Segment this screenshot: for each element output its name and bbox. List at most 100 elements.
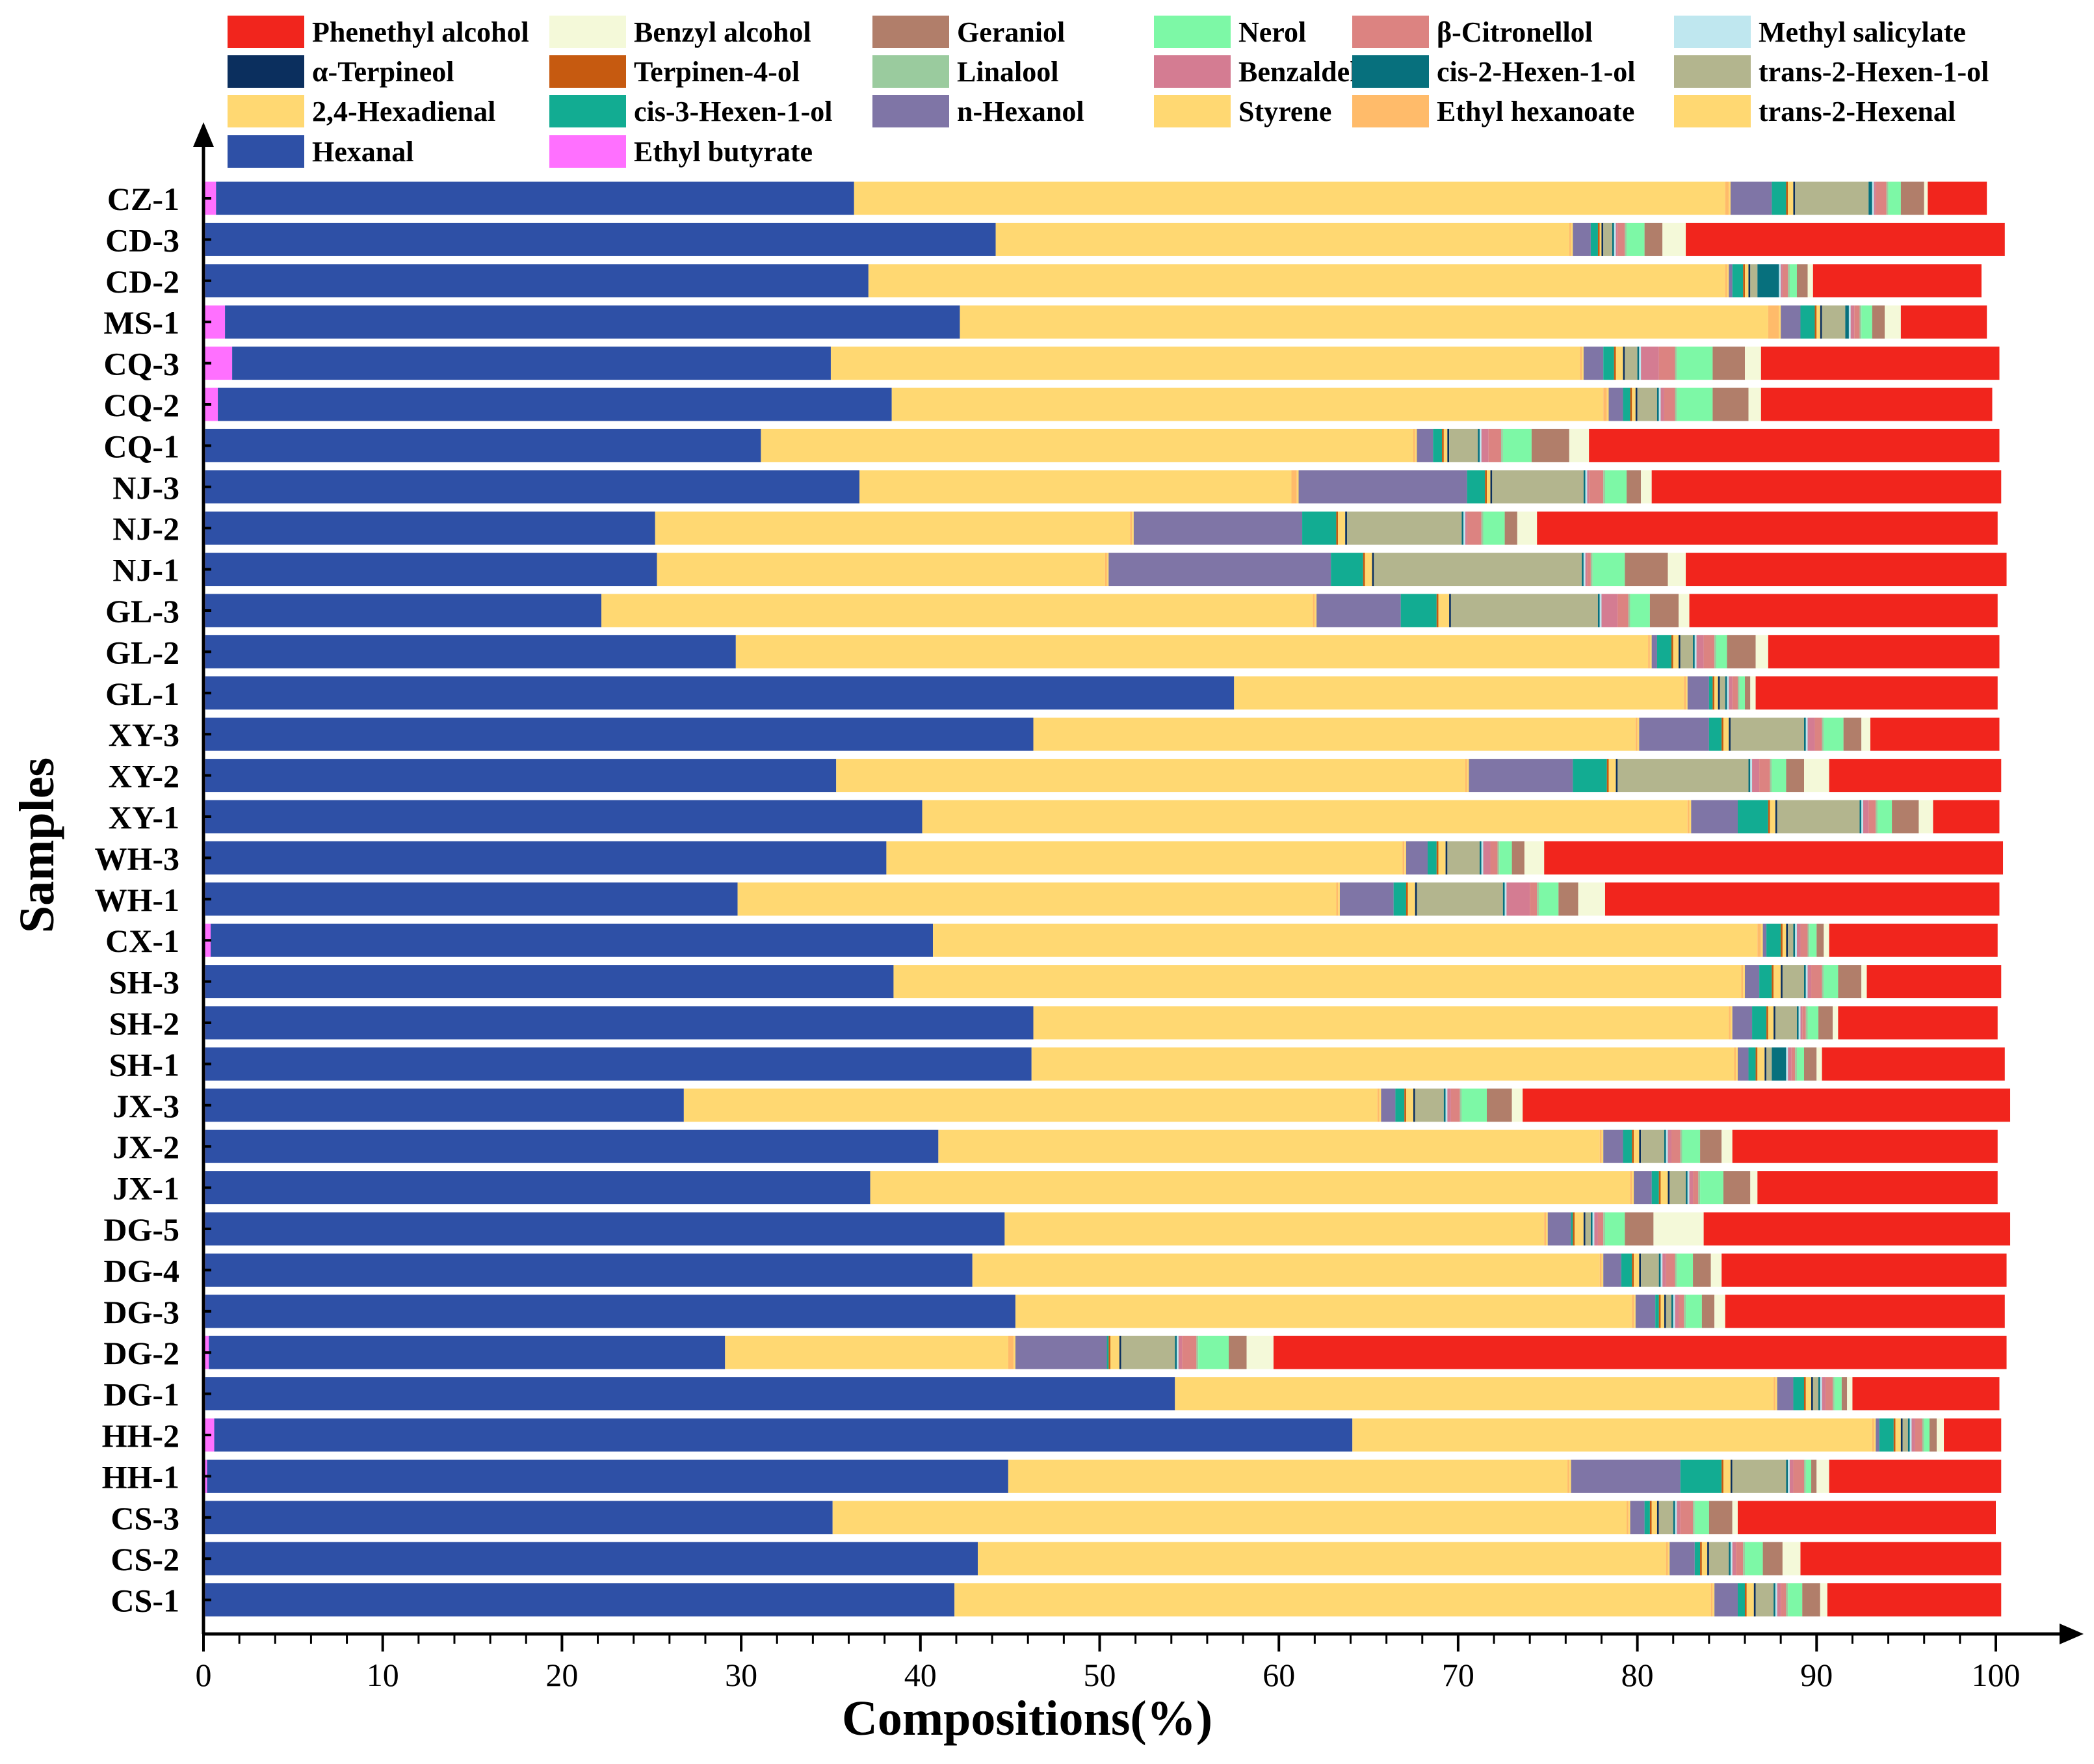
bar-cd-3-n-hexanol: [1573, 222, 1591, 256]
bar-jx-1-nerol: [1700, 1171, 1723, 1205]
bar-hh-2-geraniol: [1929, 1418, 1937, 1452]
legend-swatch: [1674, 55, 1751, 88]
bar-cs-2-2-4-hexadienal: [1701, 1542, 1708, 1575]
bar-ms-1-phenethyl-alcohol: [1900, 305, 1987, 339]
bar-jx-2-ethyl-hexanoate: [1599, 1129, 1602, 1163]
bar-hh-1-benzaldehyde: [1789, 1459, 1794, 1493]
bar-cd-3-2-4-hexadienal: [1599, 222, 1602, 256]
bar-sh-1-cis-2-hexen-1-ol: [1772, 1047, 1786, 1081]
y-tick-label: JX-1: [112, 1170, 179, 1207]
bar-xy-3-citronellol: [1814, 717, 1822, 751]
bar-cz-1-benzaldehyde: [1874, 181, 1876, 215]
bar-hh-2-benzaldehyde: [1911, 1418, 1915, 1452]
bar-xy-2-geraniol: [1786, 759, 1804, 793]
bar-wh-1-linalool: [1537, 882, 1539, 916]
bar-cz-1-methyl-salicylate: [1872, 181, 1874, 215]
bar-sh-2-phenethyl-alcohol: [1838, 1006, 1998, 1040]
bar-jx-2-hexanal: [205, 1129, 939, 1163]
bar-dg-2-citronellol: [1182, 1336, 1197, 1369]
bar-jx-3-ethyl-hexanoate: [1377, 1088, 1380, 1122]
bar-cx-1-citronellol: [1800, 923, 1808, 957]
bar-sh-3-2-4-hexadienal: [1773, 965, 1781, 999]
bar-dg-5-n-hexanol: [1547, 1212, 1571, 1246]
bar-nj-3-n-hexanol: [1298, 470, 1467, 504]
x-tick-label: 60: [1263, 1657, 1295, 1693]
y-tick-label: GL-1: [105, 676, 179, 712]
bar-xy-2-hexanal: [205, 759, 837, 793]
bar-cx-1-phenethyl-alcohol: [1829, 923, 1998, 957]
bar-sh-3-hexanal: [205, 965, 894, 999]
bar-ms-1-ethyl-hexanoate: [1768, 305, 1779, 339]
bar-cq-3-hexanal: [232, 347, 831, 380]
bar-xy-3-trans-2-hexen-1-ol: [1730, 717, 1804, 751]
bar-dg-1-trans-2-hexenal: [1175, 1377, 1774, 1411]
bar-hh-2-methyl-salicylate: [1909, 1418, 1912, 1452]
bar-cx-1-nerol: [1809, 923, 1817, 957]
bar-gl-2-styrene: [1649, 635, 1652, 668]
bar-cd-3-trans-2-hexen-1-ol: [1603, 222, 1612, 256]
legend-item-geraniol: Geraniol: [872, 16, 1065, 48]
bar-dg-1-cis-2-hexen-1-ol: [1818, 1377, 1820, 1411]
bar-dg-3-benzaldehyde: [1675, 1295, 1679, 1328]
bar-cd-2-geraniol: [1796, 264, 1808, 298]
bar-cq-2-trans-2-hexen-1-ol: [1637, 388, 1657, 421]
bar-cq-1-nerol: [1502, 428, 1532, 462]
bar-cs-2-hexanal: [205, 1542, 978, 1575]
bar-dg-5-phenethyl-alcohol: [1703, 1212, 2011, 1246]
bar-cd-3-terpinen-4-ol: [1597, 222, 1600, 256]
bar-cd-3-benzyl-alcohol: [1662, 222, 1686, 256]
bar-ms-1-nerol: [1861, 305, 1872, 339]
bar-hh-1-phenethyl-alcohol: [1829, 1459, 2002, 1493]
bar-gl-2-cis-2-hexen-1-ol: [1693, 635, 1695, 668]
bar-xy-1-trans-2-hexen-1-ol: [1777, 800, 1860, 834]
bar-dg-5-nerol: [1604, 1212, 1625, 1246]
bar-jx-2-benzaldehyde: [1668, 1129, 1671, 1163]
bar-cq-3-trans-2-hexen-1-ol: [1625, 347, 1638, 380]
bar-dg-2-phenethyl-alcohol: [1273, 1336, 2007, 1369]
bar-sh-3-nerol: [1824, 965, 1839, 999]
bar-cz-1-citronellol: [1876, 181, 1887, 215]
legend-label: Linalool: [957, 56, 1059, 88]
bar-dg-1-n-hexanol: [1777, 1377, 1794, 1411]
bar-sh-3-linalool: [1822, 965, 1824, 999]
bar-hh-2-styrene: [1874, 1418, 1876, 1452]
bar-dg-2-cis-2-hexen-1-ol: [1175, 1336, 1177, 1369]
bar-jx-1-methyl-salicylate: [1687, 1171, 1690, 1205]
bar-ms-1-terpinen-4-ol: [1814, 305, 1817, 339]
bar-gl-1-geraniol: [1745, 676, 1751, 710]
y-tick-label: CS-2: [111, 1541, 179, 1577]
bar-cq-3-terpineol: [1623, 347, 1625, 380]
bar-sh-3-cis-3-hexen-1-ol: [1759, 965, 1772, 999]
bar-jx-3-cis-2-hexen-1-ol: [1443, 1088, 1446, 1122]
x-tick-label: 10: [367, 1657, 399, 1693]
bar-cq-3-ethyl-hexanoate: [1580, 347, 1582, 380]
bar-jx-1-cis-2-hexen-1-ol: [1686, 1171, 1688, 1205]
bar-xy-1-geraniol: [1892, 800, 1919, 834]
bar-xy-1-linalool: [1876, 800, 1878, 834]
bar-cz-1-linalool: [1886, 181, 1889, 215]
bar-nj-2-styrene: [1132, 511, 1134, 545]
y-tick-label: DG-2: [103, 1335, 179, 1371]
bar-sh-2-benzyl-alcohol: [1833, 1006, 1839, 1040]
bar-cq-3-benzyl-alcohol: [1745, 347, 1761, 380]
bar-cd-2-phenethyl-alcohol: [1813, 264, 1982, 298]
bar-wh-3-ethyl-hexanoate: [1402, 841, 1405, 875]
bar-wh-1-citronellol: [1530, 882, 1538, 916]
bar-dg-4-cis-2-hexen-1-ol: [1658, 1253, 1661, 1287]
bar-gl-1-trans-2-hexenal: [1234, 676, 1684, 710]
bar-jx-1-benzaldehyde: [1689, 1171, 1694, 1205]
bar-gl-2-benzaldehyde: [1696, 635, 1704, 668]
bar-cq-2-benzaldehyde: [1660, 388, 1664, 421]
bar-dg-2-geraniol: [1229, 1336, 1247, 1369]
y-tick-label: JX-3: [112, 1088, 179, 1124]
bar-cq-2-styrene: [1606, 388, 1609, 421]
bar-cs-2-citronellol: [1736, 1542, 1744, 1575]
bar-nj-3-styrene: [1296, 470, 1299, 504]
legend-swatch: [872, 95, 949, 127]
bar-dg-3-2-4-hexadienal: [1660, 1295, 1664, 1328]
bar-dg-3-nerol: [1686, 1295, 1702, 1328]
bar-cz-1-phenethyl-alcohol: [1928, 181, 1987, 215]
bar-dg-3-cis-3-hexen-1-ol: [1655, 1295, 1659, 1328]
bar-cs-3-terpineol: [1656, 1501, 1659, 1534]
bar-dg-2-n-hexanol: [1015, 1336, 1107, 1369]
